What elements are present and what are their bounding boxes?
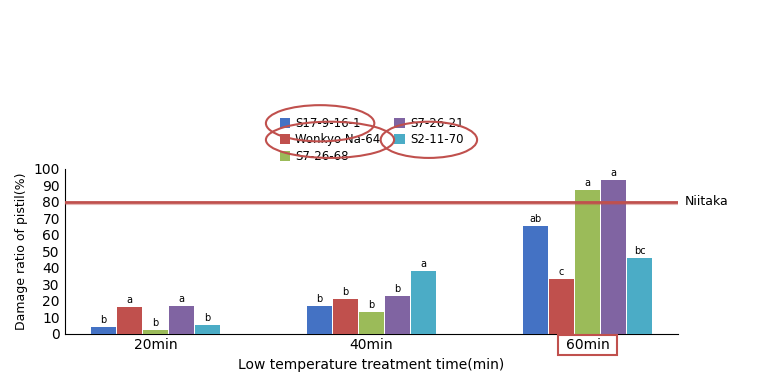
Bar (143, 330, 168, 334)
Text: b: b (100, 315, 106, 325)
Text: a: a (126, 295, 133, 305)
Bar (195, 325, 220, 334)
Text: a: a (421, 259, 427, 269)
Text: Niitaka: Niitaka (685, 195, 728, 208)
Bar (627, 258, 652, 334)
Text: b: b (342, 287, 349, 297)
Text: bc: bc (633, 246, 645, 256)
Text: b: b (394, 284, 401, 294)
Bar (523, 226, 548, 334)
Bar (333, 299, 358, 334)
Bar (385, 296, 410, 334)
Bar (91, 327, 116, 334)
Text: b: b (316, 294, 322, 303)
Text: b: b (152, 319, 159, 328)
Text: c: c (559, 267, 565, 277)
Y-axis label: Damage ratio of pistil(%): Damage ratio of pistil(%) (15, 173, 28, 330)
Bar (169, 306, 194, 334)
Text: a: a (611, 168, 617, 178)
Text: a: a (178, 294, 185, 303)
Text: a: a (584, 178, 591, 188)
Bar (117, 307, 142, 334)
Bar (575, 190, 600, 334)
Bar (307, 306, 332, 334)
Bar (601, 180, 626, 334)
Bar (549, 279, 574, 334)
Bar (359, 312, 384, 334)
X-axis label: Low temperature treatment time(min): Low temperature treatment time(min) (238, 358, 505, 372)
Text: b: b (368, 300, 375, 310)
Legend: S17-9-16-1, Wonkyo Na-64, S7-26-68, S7-26-21, S2-11-70: S17-9-16-1, Wonkyo Na-64, S7-26-68, S7-2… (275, 112, 468, 168)
Bar (411, 271, 436, 334)
Text: b: b (205, 313, 211, 324)
Text: ab: ab (529, 214, 542, 224)
